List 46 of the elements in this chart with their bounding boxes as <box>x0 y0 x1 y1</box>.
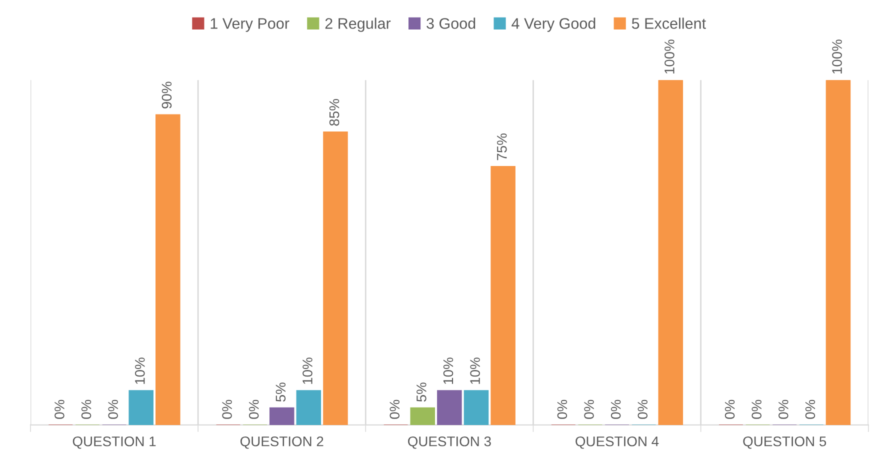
bar <box>323 131 348 425</box>
data-label: 0% <box>81 400 92 419</box>
x-tick-label: QUESTION 1 <box>72 436 156 449</box>
data-label: 0% <box>610 400 621 419</box>
legend-label: 5 Excellent <box>632 18 706 29</box>
data-label: 85% <box>329 99 340 126</box>
data-label: 0% <box>724 400 735 419</box>
legend-label: 2 Regular <box>325 18 391 32</box>
data-label: 0% <box>108 400 118 419</box>
bar <box>437 390 462 425</box>
data-label: 0% <box>638 400 648 419</box>
data-label: 10% <box>302 358 312 384</box>
data-label: 0% <box>752 400 762 419</box>
data-label: 0% <box>222 400 232 419</box>
x-tick-label: QUESTION 4 <box>576 436 659 449</box>
data-label: 10% <box>443 358 454 384</box>
data-label: 0% <box>557 400 568 419</box>
data-label: 75% <box>497 134 507 160</box>
bar <box>128 390 154 425</box>
data-label: 0% <box>390 400 400 419</box>
data-label: 0% <box>248 400 259 419</box>
data-label: 0% <box>584 400 594 419</box>
bar <box>156 114 180 425</box>
x-tick-label: QUESTION 2 <box>240 436 324 449</box>
data-label: 0% <box>778 400 788 419</box>
data-label: 10% <box>134 358 145 384</box>
x-tick-label: QUESTION 5 <box>743 436 826 449</box>
bar <box>296 390 322 425</box>
data-label: 100% <box>832 40 842 74</box>
legend-label: 3 Good <box>426 18 476 29</box>
bar <box>269 407 294 425</box>
data-label: 100% <box>664 40 674 74</box>
bar <box>490 166 516 425</box>
bar <box>464 390 489 425</box>
data-label: 90% <box>162 82 172 108</box>
bar <box>410 407 436 425</box>
bar <box>826 80 851 425</box>
data-label: 5% <box>416 382 426 402</box>
bar <box>658 80 684 425</box>
legend-label: 4 Very Good <box>512 18 596 32</box>
data-label: 10% <box>470 358 480 384</box>
legend-label: 1 Very Poor <box>210 18 290 32</box>
data-label: 0% <box>54 400 64 419</box>
data-label: 0% <box>805 400 816 419</box>
x-tick-label: QUESTION 3 <box>408 436 491 449</box>
data-label: 5% <box>276 382 286 402</box>
